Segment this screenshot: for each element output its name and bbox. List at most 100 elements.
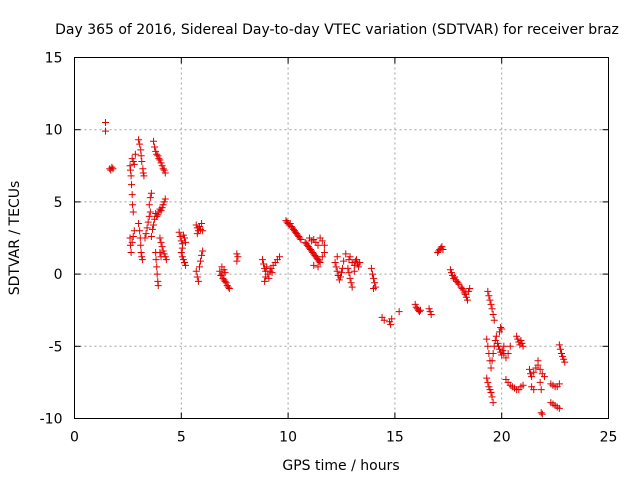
data-point xyxy=(156,248,164,256)
data-point xyxy=(139,169,147,177)
data-point xyxy=(466,285,474,293)
data-point xyxy=(146,208,154,216)
data-point xyxy=(157,238,165,246)
x-tick-label: 25 xyxy=(600,430,618,446)
data-point xyxy=(137,241,145,249)
data-point xyxy=(458,285,466,293)
data-point xyxy=(129,208,137,216)
data-point xyxy=(348,283,356,291)
data-point xyxy=(489,311,497,319)
data-point xyxy=(221,269,229,277)
data-point xyxy=(101,118,109,126)
x-tick-label: 5 xyxy=(177,430,186,446)
data-point xyxy=(194,277,202,285)
data-point xyxy=(155,155,163,163)
data-point xyxy=(465,287,473,295)
data-point xyxy=(179,231,187,239)
data-point xyxy=(346,274,354,282)
data-point xyxy=(181,234,189,242)
data-point xyxy=(485,383,493,391)
data-point xyxy=(233,257,241,265)
y-tick-label: 5 xyxy=(54,195,63,211)
data-point xyxy=(198,220,206,228)
data-point xyxy=(161,169,169,177)
data-point xyxy=(138,157,146,165)
data-point xyxy=(128,191,136,199)
data-point xyxy=(126,234,134,242)
data-point xyxy=(395,308,403,316)
x-tick-label: 15 xyxy=(386,430,404,446)
data-point xyxy=(426,308,434,316)
data-point xyxy=(555,404,563,412)
data-point xyxy=(561,358,569,366)
data-point xyxy=(454,279,462,287)
data-point xyxy=(438,243,446,251)
data-point xyxy=(488,305,496,313)
data-point xyxy=(128,181,136,189)
data-point xyxy=(459,286,467,294)
y-tick-label: 0 xyxy=(54,267,63,283)
data-point xyxy=(462,293,470,301)
data-point xyxy=(316,259,324,267)
data-point xyxy=(496,345,504,353)
data-point xyxy=(514,335,522,343)
data-point xyxy=(182,261,190,269)
data-point xyxy=(484,342,492,350)
data-point xyxy=(234,253,242,261)
data-point xyxy=(265,274,273,282)
data-point xyxy=(528,373,536,381)
data-point xyxy=(492,332,500,340)
data-point xyxy=(176,233,184,241)
data-point xyxy=(131,150,139,158)
data-point xyxy=(286,220,294,228)
data-point xyxy=(143,224,151,232)
data-point xyxy=(538,410,546,418)
data-point xyxy=(371,279,379,287)
data-point xyxy=(483,335,491,343)
data-point xyxy=(338,269,345,277)
data-point xyxy=(135,220,143,228)
data-point xyxy=(333,253,341,261)
x-tick-label: 0 xyxy=(70,430,79,446)
data-point xyxy=(460,289,468,297)
data-point xyxy=(198,251,206,259)
data-point xyxy=(488,357,496,365)
data-point xyxy=(101,127,109,135)
data-point xyxy=(517,337,525,345)
data-point xyxy=(555,380,563,388)
data-point xyxy=(150,137,158,145)
data-point xyxy=(342,250,350,258)
data-point xyxy=(352,256,360,264)
data-point xyxy=(160,250,168,258)
data-point xyxy=(129,201,137,209)
data-point xyxy=(175,228,183,236)
data-point xyxy=(486,386,494,394)
data-point xyxy=(128,238,136,246)
data-point xyxy=(222,279,230,287)
data-point xyxy=(297,235,305,243)
x-tick-label: 10 xyxy=(279,430,297,446)
data-point xyxy=(335,276,343,284)
data-point xyxy=(380,316,388,324)
y-tick-label: -10 xyxy=(40,412,63,428)
data-point xyxy=(346,253,354,261)
data-point xyxy=(160,198,168,206)
data-point xyxy=(159,201,167,209)
data-point xyxy=(263,263,271,271)
data-point xyxy=(157,253,165,261)
data-point xyxy=(464,296,472,304)
data-point xyxy=(314,263,322,271)
data-point xyxy=(490,316,498,324)
data-point xyxy=(156,234,164,242)
data-point xyxy=(345,269,353,277)
data-point xyxy=(157,207,165,215)
data-point xyxy=(145,201,153,209)
data-point xyxy=(128,155,136,163)
data-point xyxy=(135,136,143,144)
data-point xyxy=(178,253,186,261)
data-point xyxy=(310,261,318,269)
data-point xyxy=(154,152,162,160)
data-point xyxy=(126,241,134,249)
data-point xyxy=(158,243,166,251)
data-point xyxy=(127,248,135,256)
